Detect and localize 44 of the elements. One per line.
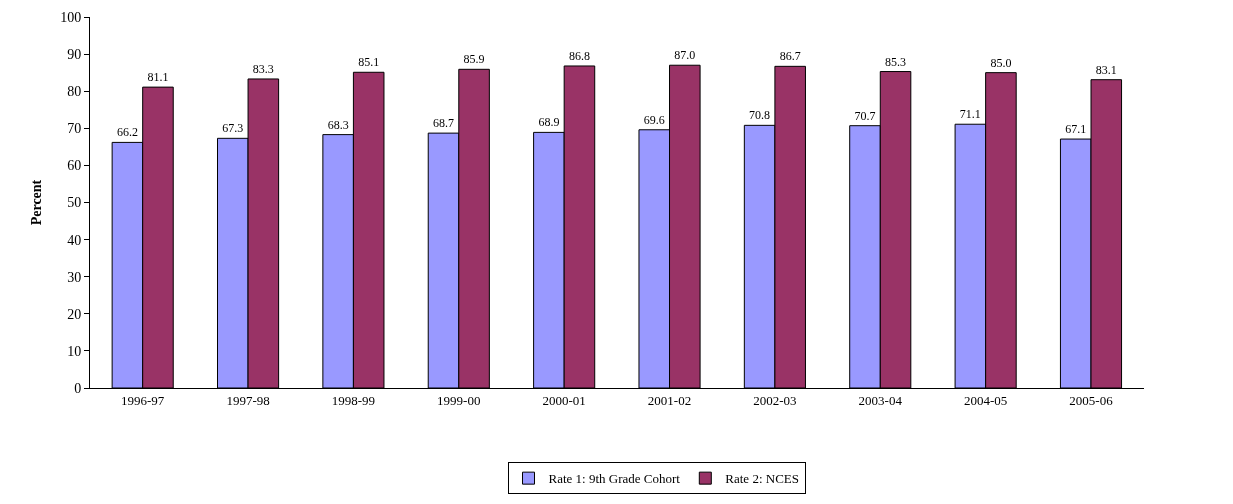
y-tick-label: 50 (67, 195, 82, 211)
data-label: 85.3 (885, 54, 907, 69)
data-label: 68.3 (327, 117, 349, 132)
data-label: 87.0 (674, 48, 696, 63)
x-tick-label: 1997-98 (226, 392, 270, 408)
y-tick-label: 60 (67, 158, 82, 174)
y-tick-label: 70 (67, 121, 82, 137)
data-label: 83.3 (252, 61, 274, 76)
x-tick-label: 2005-06 (1069, 392, 1114, 408)
y-tick-label: 20 (67, 306, 82, 322)
data-label: 81.1 (147, 70, 169, 85)
y-tick-label: 0 (74, 380, 82, 396)
x-tick-label: 1999-00 (437, 392, 481, 408)
x-tick-label: 2003-04 (858, 392, 903, 408)
y-tick-label: 40 (67, 232, 82, 248)
x-tick-label: 2000-01 (542, 392, 586, 408)
legend-label: Rate 2: NCES (725, 471, 799, 487)
data-label: 67.3 (222, 121, 244, 136)
x-tick-label: 2004-05 (963, 392, 1008, 408)
y-tick-label: 100 (60, 9, 82, 25)
data-label: 70.8 (749, 108, 771, 123)
data-label: 86.7 (779, 49, 801, 64)
data-label: 85.0 (990, 55, 1012, 70)
y-tick-label: 80 (67, 84, 82, 100)
data-label: 85.1 (358, 55, 380, 70)
data-label: 86.8 (568, 48, 590, 63)
x-tick-label: 2002-03 (753, 392, 797, 408)
data-label: 85.9 (463, 52, 485, 67)
y-tick-label: 30 (67, 269, 82, 285)
x-tick-label: 2001-02 (647, 392, 692, 408)
data-label: 68.7 (433, 116, 455, 131)
y-axis-title: Percent (28, 179, 44, 226)
data-label: 71.1 (959, 107, 981, 122)
x-tick-label: 1998-99 (331, 392, 376, 408)
x-tick-label: 1996-97 (121, 392, 165, 408)
data-label: 83.1 (1095, 62, 1117, 77)
data-label: 69.6 (643, 112, 665, 127)
legend-label: Rate 1: 9th Grade Cohort (548, 471, 681, 487)
data-label: 70.7 (854, 108, 876, 123)
data-label: 67.1 (1065, 122, 1087, 137)
data-label: 68.9 (538, 115, 560, 130)
y-tick-label: 90 (67, 47, 82, 62)
data-label: 66.2 (116, 125, 138, 140)
y-tick-label: 10 (67, 343, 82, 359)
